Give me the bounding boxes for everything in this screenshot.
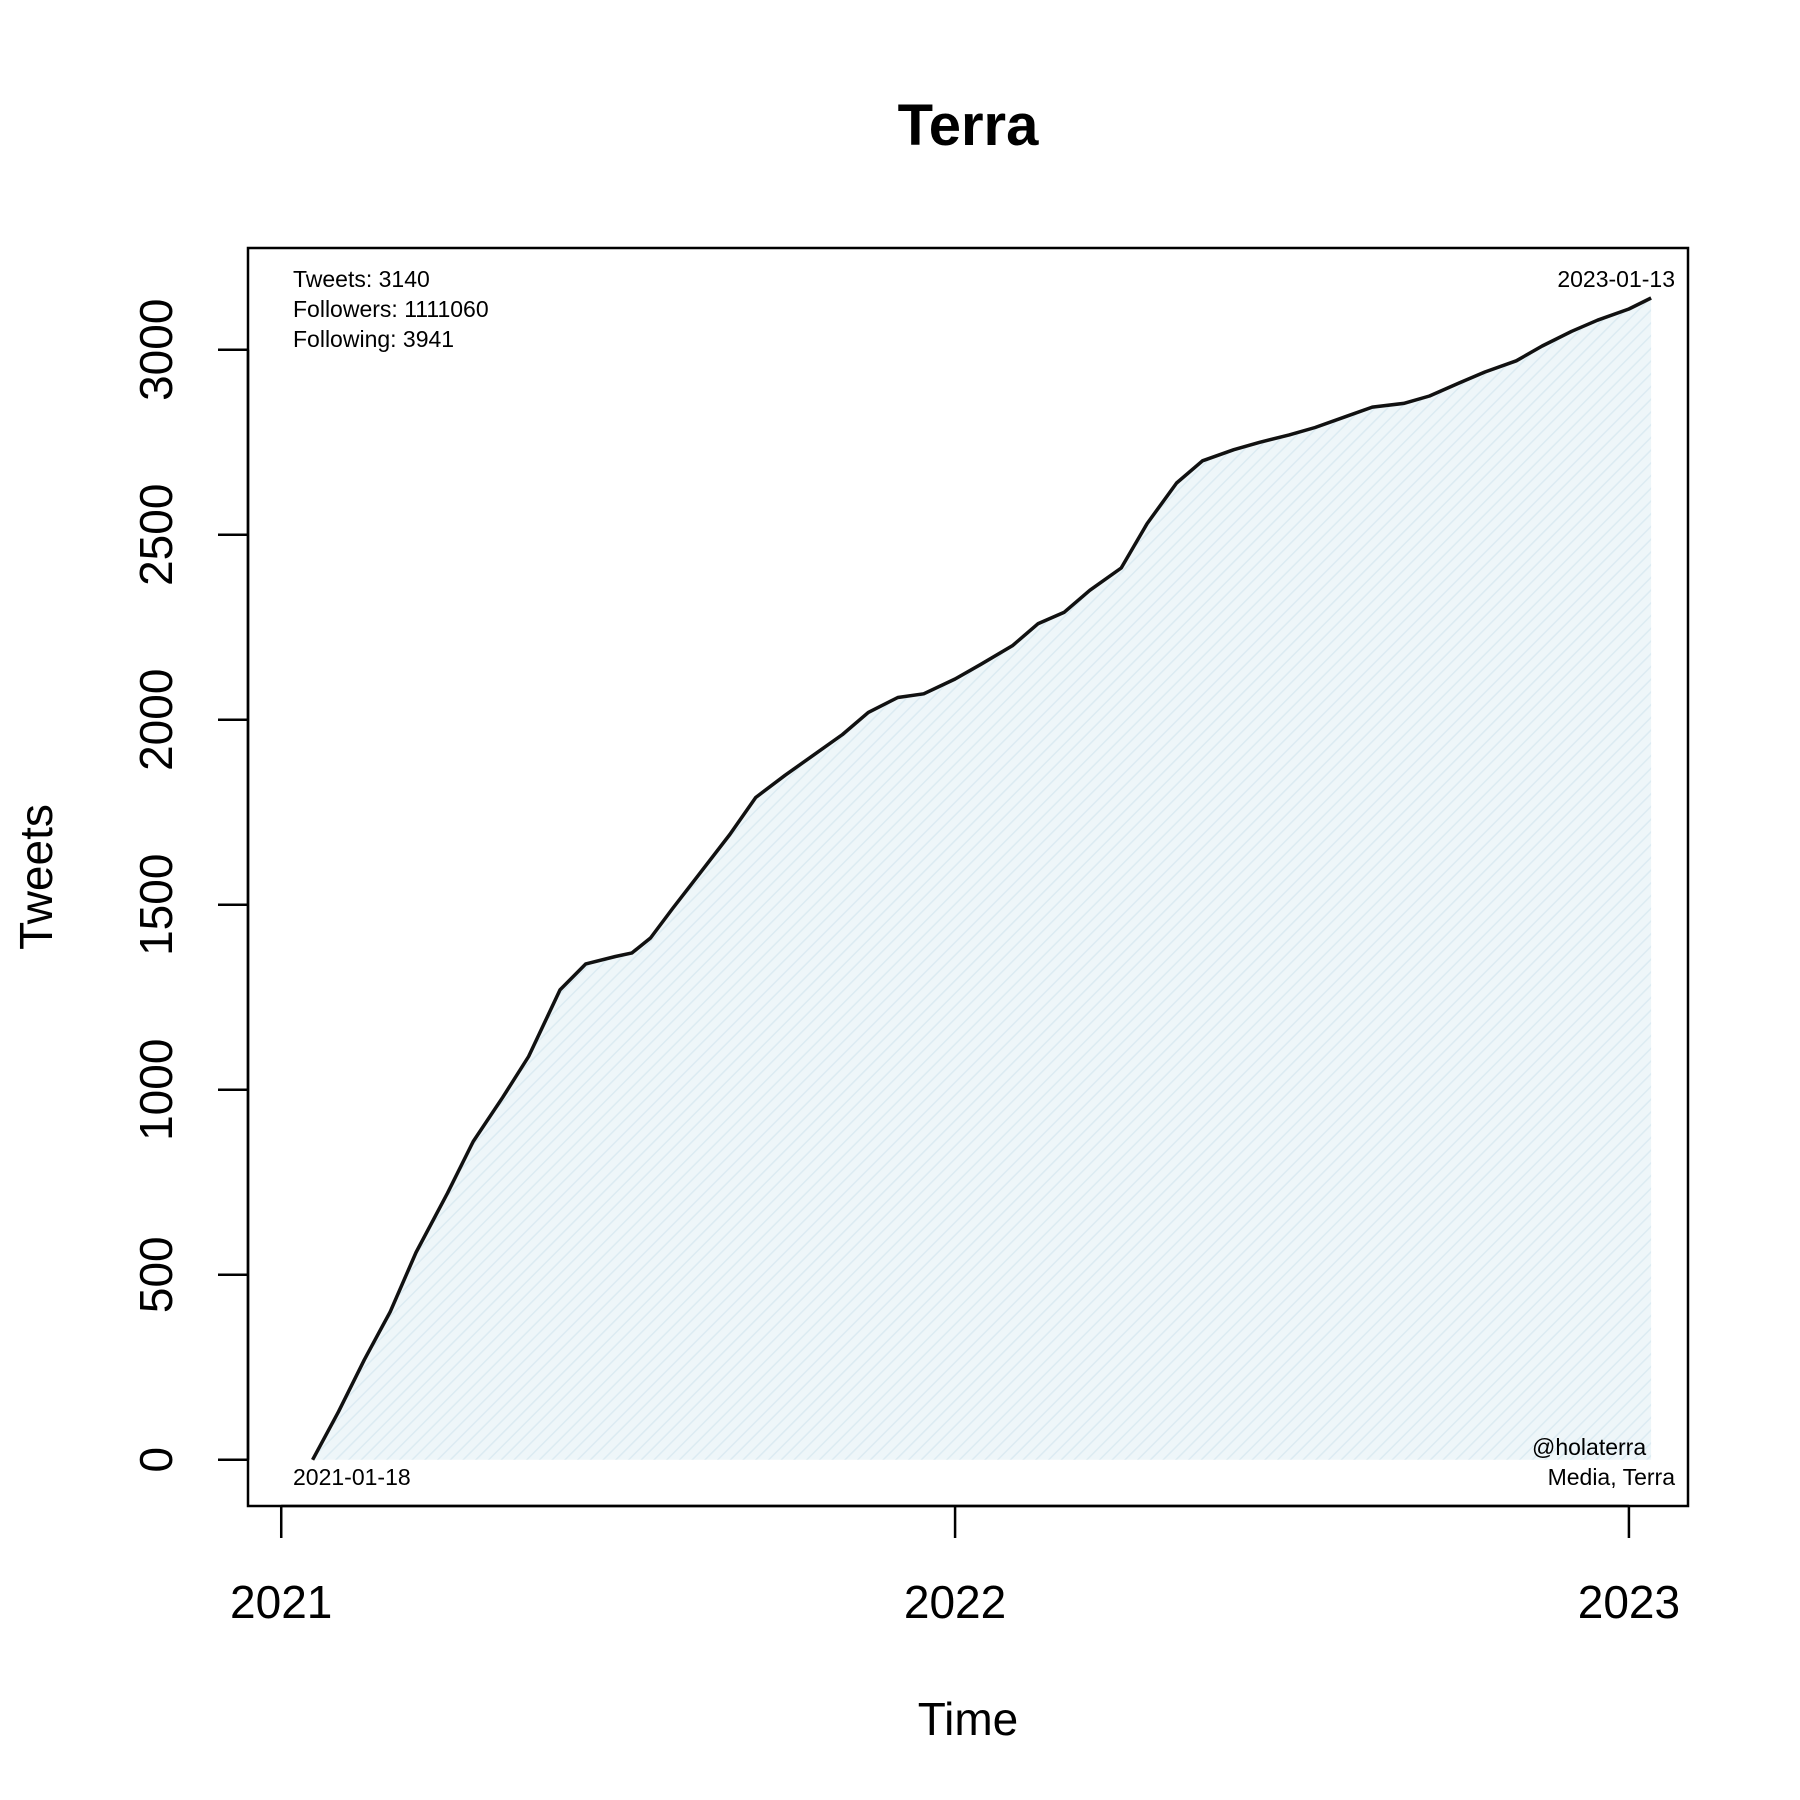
x-axis-label: Time: [918, 1693, 1019, 1745]
stat-followers: Followers: 1111060: [293, 296, 489, 322]
start-date-label: 2021-01-18: [293, 1464, 411, 1490]
account-category: Media, Terra: [1548, 1464, 1676, 1490]
y-axis: 0 500 1000 1500 2000 2500 3000: [130, 299, 250, 1473]
x-tick-label: 2023: [1578, 1576, 1680, 1628]
y-tick-label: 3000: [130, 299, 182, 401]
x-tick-label: 2021: [230, 1576, 332, 1628]
plot-area: [311, 296, 1652, 1461]
end-date-label: 2023-01-13: [1557, 266, 1675, 292]
y-tick-label: 1500: [130, 854, 182, 956]
y-tick-label: 1000: [130, 1039, 182, 1141]
stat-tweets: Tweets: 3140: [293, 266, 430, 292]
account-handle: @holaterra: [1532, 1434, 1646, 1460]
y-tick-label: 2000: [130, 669, 182, 771]
y-tick-label: 0: [130, 1447, 182, 1473]
area-fill: [312, 298, 1652, 1460]
y-tick-label: 2500: [130, 484, 182, 586]
x-tick-label: 2022: [904, 1576, 1006, 1628]
y-tick-label: 500: [130, 1236, 182, 1313]
y-axis-label: Tweets: [10, 804, 62, 950]
x-axis: 2021 2022 2023: [230, 1504, 1680, 1628]
chart-title: Terra: [898, 93, 1040, 158]
series-line: [311, 296, 1652, 1461]
stat-following: Following: 3941: [293, 326, 454, 352]
